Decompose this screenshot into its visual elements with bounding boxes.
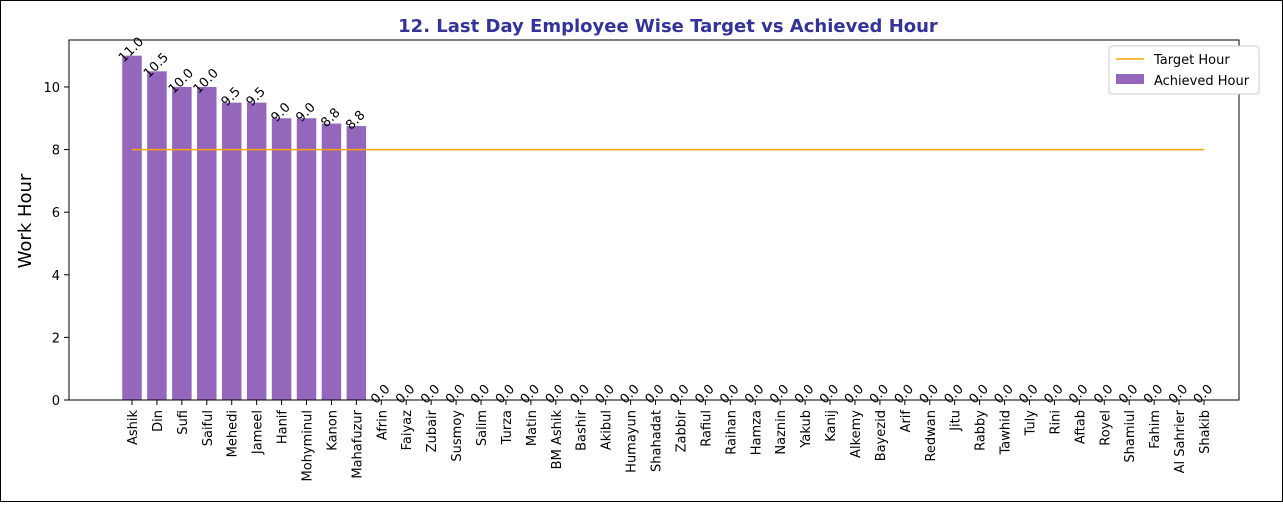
bar [122,55,142,401]
legend-box [1108,45,1260,95]
x-tick-label: Zabbir [674,409,689,452]
x-tick-label: Jitu [949,410,964,432]
x-tick-label: Afrin [375,410,390,440]
x-tick-label: Saiful [201,410,216,446]
x-tick-label: Aftab [1073,410,1088,444]
x-tick-label: Jameel [251,410,266,455]
x-tick-label: Kanon [325,410,340,451]
x-tick-label: Hanif [276,410,291,445]
x-tick-label: Arif [899,410,914,433]
y-tick-label: 2 [52,331,60,346]
x-tick-label: Tawhid [999,410,1014,456]
x-tick-label: Redwan [924,410,939,462]
x-tick-label: Matin [525,410,540,446]
x-tick-label: Alkemy [849,410,864,458]
legend-label-achieved: Achieved Hour [1154,74,1250,89]
x-tick-label: Bashir [575,409,590,451]
bar [321,123,342,400]
x-tick-label: Mohyminul [301,410,316,481]
x-tick-label: Naznin [774,410,789,455]
x-tick-label: Susmoy [450,410,465,462]
bar [271,118,292,401]
x-tick-label: Faiyaz [400,410,415,451]
x-tick-label: Shahadat [650,410,665,472]
chart-title: 12. Last Day Employee Wise Target vs Ach… [398,16,938,37]
x-tick-label: Mahafuzur [350,409,365,478]
bar [172,86,192,401]
x-tick-label: Ashik [126,410,141,446]
x-tick-label: Zubair [425,409,440,452]
legend: Target Hour Achieved Hour [1108,45,1260,95]
bar [197,86,217,401]
x-tick-label: Rabby [974,410,989,451]
x-tick-label: Royel [1098,410,1113,446]
x-tick-label: Bayezid [874,410,889,461]
bar [346,126,367,400]
y-tick-label: 10 [43,81,60,96]
x-tick-label: Tuly [1023,410,1038,437]
x-tick-label: Raihan [724,410,739,455]
x-tick-label: Mehedi [226,410,241,457]
x-tick-label: Fahim [1148,410,1163,449]
y-tick-label: 0 [52,394,60,409]
legend-label-target: Target Hour [1153,53,1230,68]
x-tick-label: Rini [1048,410,1063,435]
bar [296,118,317,401]
x-tick-label: Kanij [824,410,839,442]
x-tick-label: Shamiul [1123,410,1138,463]
x-tick-label: Al Sahrier [1173,409,1188,473]
bar [221,102,242,400]
bar [147,71,167,400]
x-tick-label: Rafiul [699,410,714,447]
legend-swatch-achieved [1116,74,1144,84]
bar [246,102,267,400]
x-tick-label: Yakub [799,410,814,449]
y-tick-label: 4 [52,269,60,284]
x-tick-label: BM Ashik [550,410,565,470]
axes-box [68,39,1240,401]
x-tick-label: Humayun [625,410,640,473]
x-tick-label: Turza [500,410,515,445]
x-tick-label: Shakib [1198,410,1213,454]
x-tick-label: Din [151,410,166,432]
y-axis-label: Work Hour [15,173,36,268]
y-tick-label: 6 [52,206,60,221]
x-tick-label: Salim [475,410,490,446]
y-tick-label: 8 [52,144,60,159]
plot-area: 11.010.510.010.09.5 9.59.0 9.0 8.8 8.80.0 0.0… [43,35,1260,481]
x-tick-label: Sufi [176,410,191,435]
x-tick-label: Akibul [600,410,615,450]
x-tick-label: Hamza [749,410,764,455]
